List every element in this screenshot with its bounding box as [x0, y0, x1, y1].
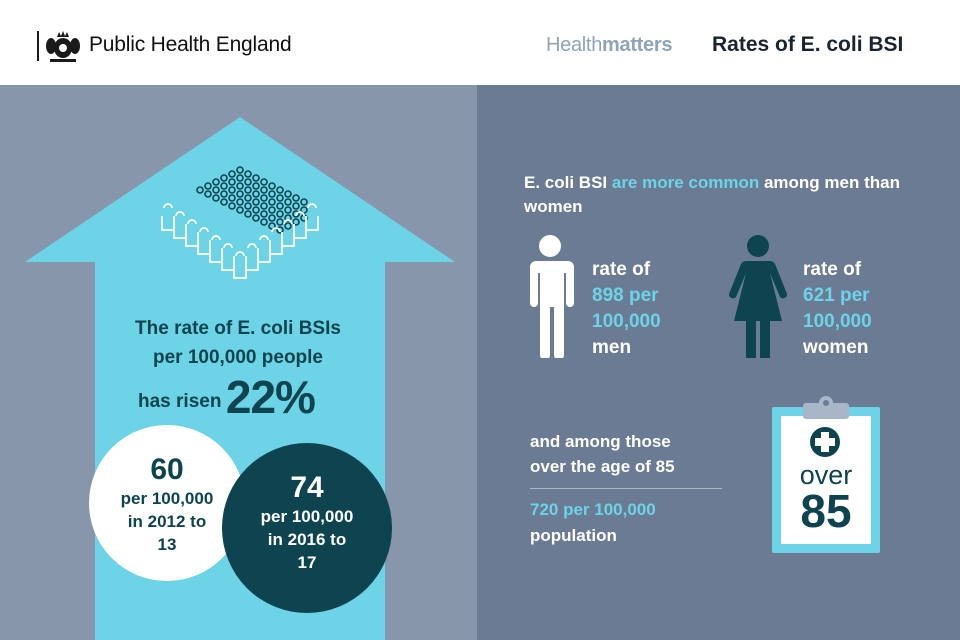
rise-percent: 22%	[225, 371, 316, 423]
rate-2012-line-3: 13	[157, 535, 177, 554]
brand-bold: matters	[602, 34, 673, 56]
lead-part-1: E. coli BSI	[524, 173, 612, 192]
women-rate: rate of 621 per 100,000 women	[803, 257, 872, 361]
men-line-1: rate of	[592, 259, 651, 280]
age-rate-value: 720 per 100,000	[530, 500, 656, 519]
brand-logo: Healthmatters	[546, 34, 672, 57]
age-line-2: over the age of 85	[530, 457, 675, 476]
rate-2012-value: 60	[150, 453, 184, 486]
rate-2016-value: 74	[290, 471, 324, 504]
man-icon	[530, 235, 574, 358]
medical-cross-icon	[810, 427, 840, 457]
rate-2016-line-1: per 100,000	[260, 507, 354, 526]
men-line-4: men	[592, 337, 632, 358]
header: Public Health England Healthmatters Rate…	[0, 0, 960, 85]
age-rate: 720 per 100,000 population	[530, 497, 750, 549]
women-line-1: rate of	[803, 259, 862, 280]
rise-headline: has risen 22%	[138, 370, 316, 424]
org-name: Public Health England	[89, 33, 292, 56]
men-rate: rate of 898 per 100,000 men	[592, 257, 661, 361]
crowd-icon	[161, 166, 319, 279]
gender-lead: E. coli BSI are more common among men th…	[524, 171, 904, 219]
brand-light: Health	[546, 34, 603, 56]
women-line-2: 621 per	[803, 285, 870, 306]
woman-icon	[728, 235, 788, 358]
men-line-3: 100,000	[592, 311, 661, 332]
page-title: Rates of E. coli BSI	[712, 33, 904, 56]
age-divider	[530, 488, 722, 489]
rise-line-2: per 100,000 people	[152, 347, 324, 368]
rate-2016-line-2: in 2016 to	[267, 530, 347, 549]
rise-description: The rate of E. coli BSIs per 100,000 peo…	[98, 314, 378, 372]
right-panel	[477, 85, 960, 640]
rate-2016-line-3: 17	[297, 553, 317, 572]
men-line-2: 898 per	[592, 285, 659, 306]
rate-2012-circle: 60 per 100,000 in 2012 to 13	[89, 425, 245, 581]
clipboard-icon	[772, 396, 880, 553]
lead-highlight: are more common	[611, 173, 760, 192]
rate-2016-circle: 74 per 100,000 in 2016 to 17	[222, 443, 392, 613]
age-line-1: and among those	[530, 432, 671, 451]
age-rate-unit: population	[530, 526, 617, 545]
crest-icon	[46, 31, 80, 62]
women-line-3: 100,000	[803, 311, 872, 332]
crest-divider	[37, 31, 39, 61]
badge-value: 85	[800, 485, 852, 537]
women-line-4: women	[803, 337, 869, 358]
rate-2012-line-1: per 100,000	[120, 489, 214, 508]
rise-line-1: The rate of E. coli BSIs	[135, 318, 341, 339]
rise-prefix: has risen	[138, 391, 222, 412]
lead-part-2: among men than women	[524, 173, 900, 216]
rate-2012-line-2: in 2012 to	[127, 512, 207, 531]
age-description: and among those over the age of 85	[530, 429, 730, 479]
badge-label: over	[799, 460, 853, 490]
